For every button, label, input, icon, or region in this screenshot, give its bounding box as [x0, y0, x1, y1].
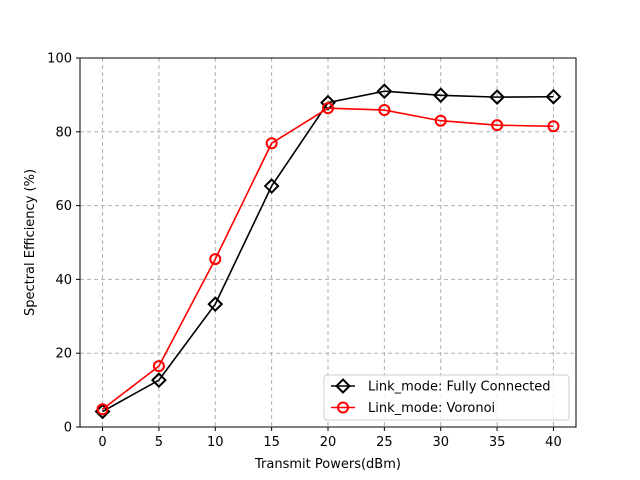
data-point — [322, 102, 334, 115]
legend-marker — [337, 401, 349, 414]
data-point — [207, 296, 224, 313]
data-point — [489, 89, 506, 106]
series-layer — [94, 83, 562, 420]
data-point — [265, 137, 278, 150]
legend-entry: Link_mode: Fully Connected — [331, 378, 551, 395]
x-tick-label: 0 — [98, 435, 106, 450]
x-tick-label: 35 — [489, 435, 506, 450]
data-point — [378, 104, 391, 117]
data-point — [150, 372, 167, 389]
legend-label: Link_mode: Voronoi — [368, 401, 495, 416]
data-point — [96, 403, 109, 416]
y-tick-label: 40 — [55, 273, 72, 288]
y-tick-label: 20 — [55, 347, 72, 362]
data-point — [263, 178, 280, 194]
data-point — [545, 88, 562, 105]
x-tick-label: 25 — [376, 435, 393, 450]
legend: Link_mode: Fully Connected Link_mode: Vor… — [323, 374, 570, 421]
axis-ticks: 0 5 10 15 20 25 30 35 40 0 20 40 60 80 100 — [47, 52, 562, 451]
data-point — [209, 253, 222, 266]
y-tick-label: 60 — [55, 199, 72, 214]
series-line — [102, 107, 554, 410]
x-tick-label: 10 — [207, 435, 224, 450]
y-tick-label: 100 — [47, 52, 72, 67]
legend-label: Link_mode: Fully Connected — [368, 380, 551, 395]
data-point — [152, 360, 165, 373]
data-point — [434, 114, 447, 127]
legend-marker — [335, 378, 351, 394]
x-tick-label: 40 — [545, 435, 562, 450]
data-point — [491, 119, 504, 132]
data-point — [320, 94, 336, 111]
x-tick-label: 20 — [320, 435, 337, 450]
y-tick-label: 0 — [64, 421, 72, 436]
data-point — [432, 87, 449, 104]
plot-frame — [79, 57, 577, 428]
data-point — [547, 120, 560, 133]
y-tick-label: 80 — [55, 125, 72, 140]
legend-entry: Link_mode: Voronoi — [331, 401, 495, 416]
x-tick-label: 5 — [155, 435, 163, 450]
x-tick-label: 15 — [263, 435, 280, 450]
series-line — [102, 90, 554, 413]
data-point — [376, 83, 393, 100]
y-axis-label: Spectral Efficiency (%) — [23, 169, 38, 316]
x-axis-label: Transmit Powers(dBm) — [254, 457, 401, 472]
x-tick-label: 30 — [432, 435, 449, 450]
legend-box — [323, 374, 570, 421]
series-1 — [96, 102, 560, 416]
